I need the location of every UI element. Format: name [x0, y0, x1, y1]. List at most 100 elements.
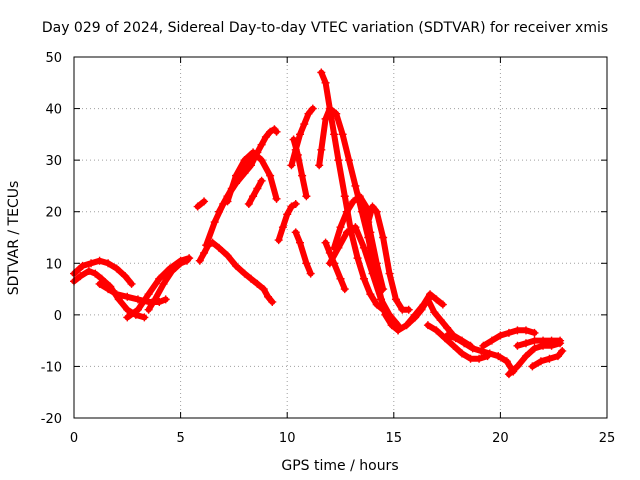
data-point [87, 259, 96, 268]
data-point [477, 346, 486, 355]
data-point [104, 259, 113, 268]
y-tick-label: 0 [54, 309, 62, 324]
data-point [257, 176, 266, 185]
data-point [368, 269, 377, 278]
data-point [530, 336, 539, 345]
data-point [340, 285, 349, 294]
x-tick-label: 15 [386, 431, 403, 446]
y-tick-label: 40 [45, 103, 62, 118]
series-band [292, 229, 314, 277]
data-point [364, 218, 373, 227]
data-point [264, 292, 273, 301]
data-point [430, 308, 439, 317]
data-point [112, 264, 121, 273]
grid-layer [74, 57, 607, 418]
data-point [325, 259, 334, 268]
data-point [458, 349, 467, 358]
data-point [84, 267, 93, 276]
data-point [123, 313, 132, 322]
data-point [530, 328, 539, 337]
data-point [140, 313, 149, 322]
data-point [291, 228, 300, 237]
data-point [417, 305, 426, 314]
data-point [253, 184, 262, 193]
data-point [95, 256, 104, 265]
data-point [144, 305, 153, 314]
data-point [449, 341, 458, 350]
data-point [547, 336, 556, 345]
series-layer [70, 68, 567, 379]
data-point [404, 305, 413, 314]
data-point [342, 207, 351, 216]
data-point [315, 161, 324, 170]
chart-title: Day 029 of 2024, Sidereal Day-to-day VTE… [42, 20, 608, 36]
series-track-3 [95, 279, 170, 306]
data-point [253, 279, 262, 288]
series-band [444, 332, 517, 375]
data-point [353, 254, 362, 263]
data-point [144, 290, 153, 299]
series-track-28 [513, 336, 565, 350]
data-point [317, 145, 326, 154]
data-point [558, 346, 567, 355]
series-band [316, 105, 402, 334]
x-tick-label: 25 [599, 431, 616, 446]
series-track-26 [479, 326, 539, 350]
data-point [443, 331, 452, 340]
data-point [423, 295, 432, 304]
data-point [133, 295, 142, 304]
data-point [240, 269, 249, 278]
data-point [161, 295, 170, 304]
data-point [502, 357, 511, 366]
data-point [372, 207, 381, 216]
data-point [259, 285, 268, 294]
series-track-16 [315, 104, 403, 335]
data-point [372, 259, 381, 268]
data-point [351, 223, 360, 232]
data-point [246, 274, 255, 283]
series-track-14 [289, 135, 311, 201]
data-point [202, 241, 211, 250]
data-point [338, 130, 347, 139]
data-point [272, 194, 281, 203]
series-track-18 [321, 238, 349, 294]
data-point [530, 344, 539, 353]
data-point [223, 251, 232, 260]
data-point [268, 297, 277, 306]
data-point [182, 256, 191, 265]
y-tick-label: 50 [45, 51, 62, 66]
data-point [278, 223, 287, 232]
data-point [304, 109, 313, 118]
data-point [95, 279, 104, 288]
data-point [349, 197, 358, 206]
data-point [438, 300, 447, 309]
series-track-11 [244, 176, 266, 208]
data-point [321, 238, 330, 247]
data-point [283, 210, 292, 219]
data-point [246, 161, 255, 170]
series-track-15 [291, 228, 315, 278]
data-point [200, 197, 209, 206]
data-point [214, 243, 223, 252]
data-point [372, 300, 381, 309]
tick-layer: 0 5 10 15 20 25 -20 -10 0 10 20 30 40 50 [41, 51, 616, 446]
data-point [494, 352, 503, 361]
data-point [176, 259, 185, 268]
data-point [97, 274, 106, 283]
x-tick-label: 20 [492, 431, 509, 446]
data-point [159, 279, 168, 288]
data-point [479, 341, 488, 350]
y-tick-label: -10 [41, 360, 62, 375]
data-point [521, 339, 530, 348]
y-tick-label: -20 [41, 412, 62, 427]
data-point [168, 267, 177, 276]
data-point [468, 344, 477, 353]
data-point [155, 274, 164, 283]
y-axis-title: SDTVAR / TECUs [6, 181, 22, 296]
data-point [485, 349, 494, 358]
data-point [342, 228, 351, 237]
data-point [359, 243, 368, 252]
data-point [321, 78, 330, 87]
